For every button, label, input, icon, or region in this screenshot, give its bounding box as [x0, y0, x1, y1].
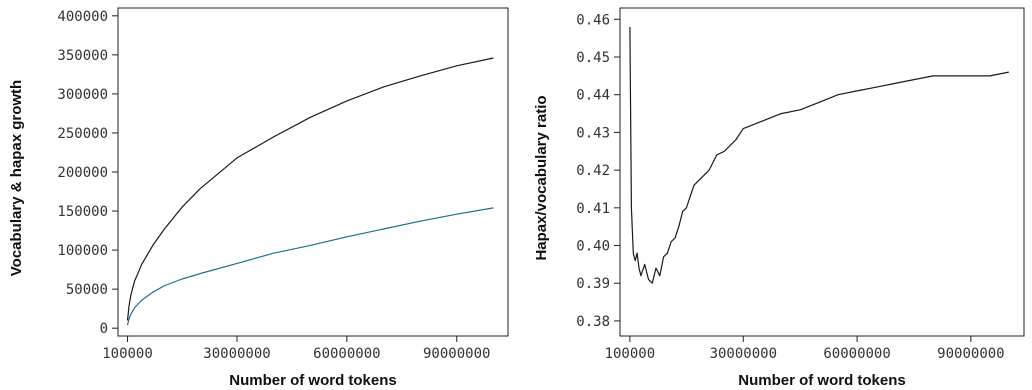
- right-y-tick-label: 0.40: [576, 239, 610, 255]
- left-y-tick-label: 300000: [57, 87, 108, 103]
- right-x-tick-label: 100000: [605, 346, 656, 362]
- right-y-tick-label: 0.46: [576, 12, 610, 28]
- right-x-axis-title: Number of word tokens: [738, 372, 906, 389]
- right-y-tick-label: 0.43: [576, 125, 610, 141]
- left-plot-frame: [117, 7, 509, 337]
- left-y-tick-label: 400000: [57, 9, 108, 25]
- left-x-tick-label: 100000: [102, 346, 153, 362]
- left-y-tick-label: 250000: [57, 126, 108, 142]
- left-chart: 0 50000 100000 150000 200000 250000 300000 3500…: [8, 7, 509, 389]
- right-y-tick-label: 0.41: [576, 201, 610, 217]
- right-y-tick-label: 0.44: [576, 88, 610, 104]
- left-y-axis-title: Vocabulary & hapax growth: [8, 80, 25, 276]
- right-x-tick-label: 30000000: [710, 346, 777, 362]
- left-series: [126, 57, 494, 326]
- left-y-tick-label: 350000: [57, 48, 108, 64]
- right-series: [629, 26, 1009, 284]
- right-series-line-1: [629, 26, 1009, 284]
- left-y-tick-label: 50000: [66, 282, 108, 298]
- right-x-tick-label: 60000000: [823, 346, 890, 362]
- right-y-tick-label: 0.45: [576, 50, 610, 66]
- right-y-tick-label: 0.42: [576, 163, 610, 179]
- right-y-axis-title: Hapax/vocabulary ratio: [533, 95, 550, 260]
- left-series-line-1: [126, 57, 494, 321]
- right-plot-frame: [619, 7, 1025, 337]
- left-y-tick-label: 150000: [57, 204, 108, 220]
- right-chart: 0.38 0.39 0.40 0.41 0.42 0.43 0.44 0.45 0.46 100…: [533, 7, 1025, 389]
- left-series-line-2: [126, 207, 494, 326]
- right-y-ticks: 0.38 0.39 0.40 0.41 0.42 0.43 0.44 0.45 0.46: [576, 12, 620, 330]
- right-x-tick-label: 90000000: [937, 346, 1004, 362]
- right-y-tick-label: 0.39: [576, 276, 610, 292]
- left-x-tick-label: 90000000: [423, 346, 490, 362]
- left-x-tick-label: 30000000: [203, 346, 270, 362]
- left-y-tick-label: 200000: [57, 165, 108, 181]
- left-y-tick-label: 100000: [57, 243, 108, 259]
- left-y-ticks: 0 50000 100000 150000 200000 250000 300000 3500…: [57, 9, 118, 337]
- left-y-tick-label: 0: [100, 321, 108, 337]
- right-y-tick-label: 0.38: [576, 314, 610, 330]
- left-x-tick-label: 60000000: [313, 346, 380, 362]
- left-x-ticks: 100000 30000000 60000000 90000000: [102, 336, 490, 362]
- left-x-axis-title: Number of word tokens: [229, 372, 397, 389]
- right-x-ticks: 100000 30000000 60000000 90000000: [605, 336, 1005, 362]
